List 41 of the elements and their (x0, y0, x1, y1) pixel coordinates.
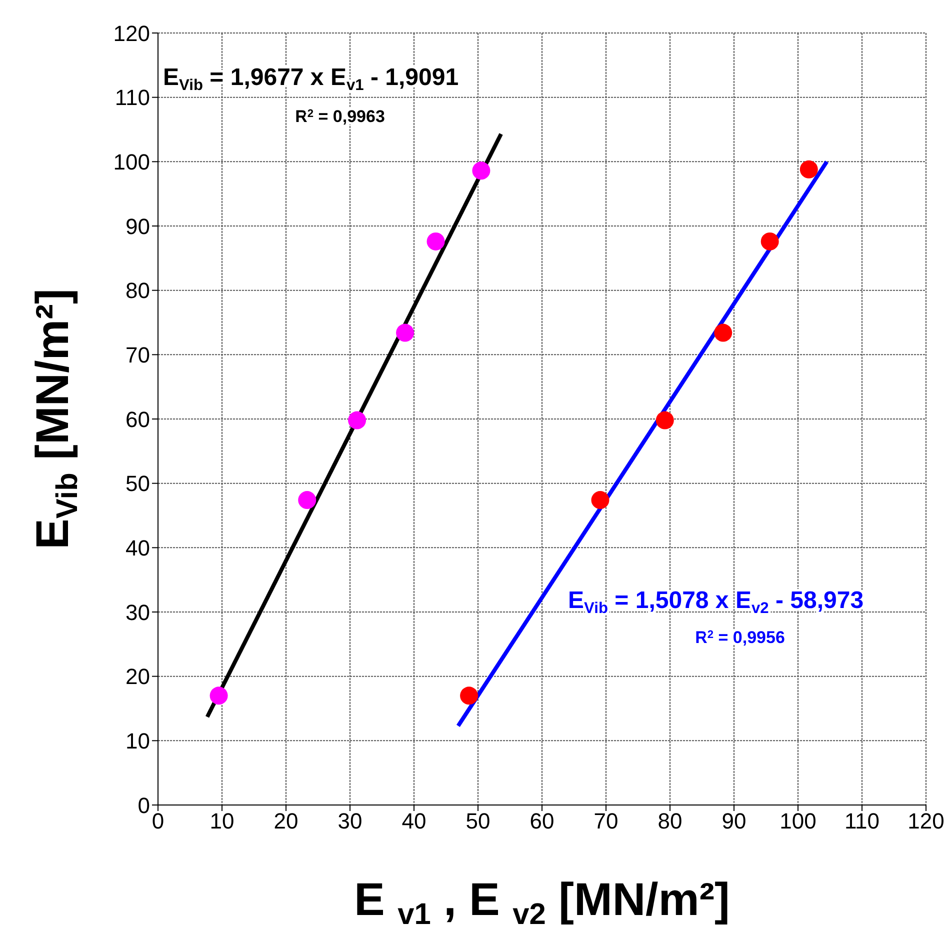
y-tick-label: 80 (126, 278, 150, 304)
point (714, 324, 732, 342)
x-tick-label: 30 (338, 808, 362, 834)
x-tick-label: 100 (780, 808, 816, 834)
point (472, 162, 490, 180)
x-axis-title: E $_{v1}$ , E $_{v2}$ [MN/m²] (354, 873, 730, 931)
x-tick-label: 20 (274, 808, 298, 834)
point (348, 411, 366, 430)
x-tick-label: 120 (908, 808, 944, 834)
x-tick-label: 50 (466, 808, 490, 834)
point (656, 411, 674, 430)
annotation: R$^{2}$ = 0,9956 (695, 628, 785, 647)
y-tick-label: 70 (126, 342, 150, 368)
x-tick-label: 40 (402, 808, 426, 834)
y-tick-label: 120 (113, 20, 150, 46)
point (298, 491, 316, 510)
x-tick-label: 70 (594, 808, 618, 834)
y-tick-label: 100 (113, 149, 150, 174)
point (396, 324, 414, 342)
point (426, 232, 445, 250)
y-tick-label: 0 (138, 792, 150, 818)
y-tick-label: 40 (126, 535, 150, 560)
annotation: E$_{Vib}$ = 1,9677 x E$_{v1}$ - 1,9091 (163, 64, 459, 94)
point (460, 686, 478, 705)
y-tick-label: 60 (126, 406, 150, 432)
y-tick-label: 30 (126, 600, 150, 625)
point (210, 686, 228, 705)
y-tick-label: 20 (126, 664, 150, 690)
x-tick-label: 80 (658, 808, 682, 834)
annotation: R$^{2}$ = 0,9963 (295, 107, 385, 126)
y-tick-label: 110 (114, 85, 150, 110)
x-tick-label: 110 (844, 808, 880, 834)
y-tick-label: 90 (126, 214, 150, 239)
x-tick-label: 10 (210, 808, 234, 834)
point (800, 160, 818, 178)
y-tick-label: 50 (126, 471, 150, 496)
y-tick-label: 10 (126, 728, 150, 754)
point (760, 232, 779, 250)
x-tick-label: 90 (722, 808, 746, 834)
x-tick-label: 60 (530, 808, 554, 834)
point (591, 491, 610, 510)
